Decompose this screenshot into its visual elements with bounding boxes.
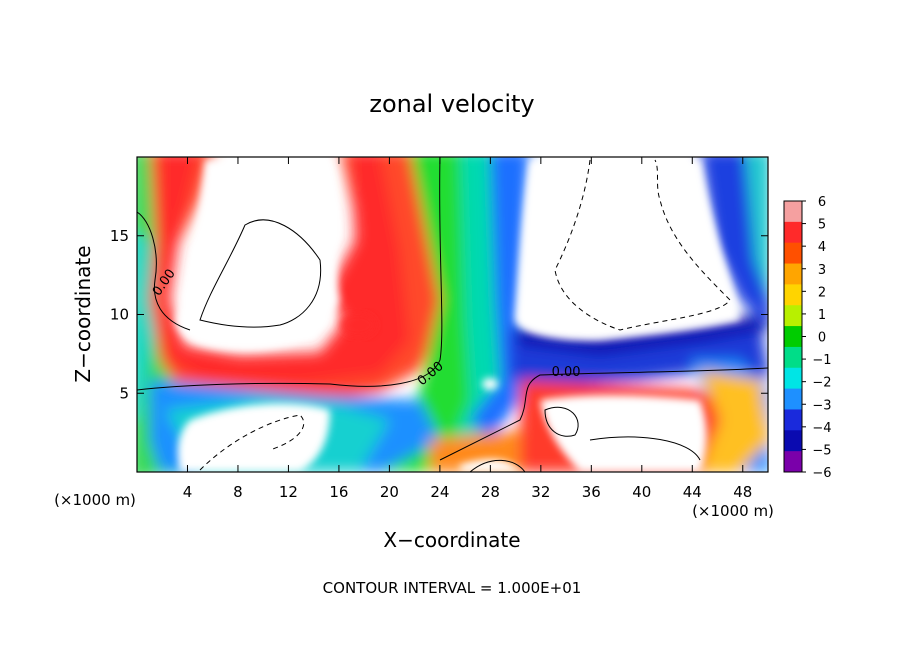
y-tick-label: 5 <box>119 384 129 402</box>
colorbar-swatch <box>784 409 802 431</box>
colorbar-tick-label: −6 <box>812 466 831 481</box>
colorbar-swatch <box>784 326 802 348</box>
colorbar-tick-label: −3 <box>812 398 831 413</box>
y-axis: 5 10 15 <box>110 227 768 402</box>
x-tick-label: 48 <box>733 483 752 501</box>
x-tick-label: 36 <box>582 483 601 501</box>
x-axis: 4 8 12 16 20 24 28 32 36 40 44 48 <box>183 157 752 501</box>
colorbar-tick-label: −1 <box>812 353 831 368</box>
colorbar-tick-label: 1 <box>818 308 826 323</box>
y-tick-label: 15 <box>110 227 129 245</box>
colorbar-tick-label: 2 <box>818 285 826 300</box>
colorbar-swatch <box>784 263 802 285</box>
contour-label: 0.00 <box>552 365 581 380</box>
colorbar-swatch <box>784 346 802 369</box>
x-tick-label: 32 <box>531 483 550 501</box>
x-tick-label: 20 <box>380 483 399 501</box>
colorbar: 6 5 4 3 2 1 0 −1 −2 −3 −4 −5 −6 <box>783 195 832 481</box>
x-unit-left: (×1000 m) <box>54 491 136 509</box>
colorbar-swatch <box>784 221 802 244</box>
colorbar-swatch <box>784 242 802 265</box>
colorbar-swatch <box>784 451 802 473</box>
x-unit-right: (×1000 m) <box>692 502 774 520</box>
x-tick-label: 28 <box>481 483 500 501</box>
colorbar-swatch <box>784 284 802 306</box>
velocity-field <box>137 157 768 472</box>
colorbar-swatch <box>784 388 802 410</box>
colorbar-swatch <box>784 367 802 390</box>
contour-interval-text: CONTOUR INTERVAL = 1.000E+01 <box>323 579 582 597</box>
colorbar-tick-label: 5 <box>818 218 826 233</box>
colorbar-swatch <box>784 201 802 223</box>
x-tick-label: 12 <box>279 483 298 501</box>
chart-title: zonal velocity <box>369 90 534 118</box>
colorbar-tick-label: −5 <box>812 443 831 458</box>
y-tick-label: 10 <box>110 306 129 324</box>
x-tick-label: 24 <box>430 483 449 501</box>
colorbar-tick-label: 3 <box>818 263 826 278</box>
x-tick-label: 40 <box>632 483 651 501</box>
x-axis-label: X−coordinate <box>383 528 520 552</box>
x-tick-label: 16 <box>329 483 348 501</box>
colorbar-tick-label: 0 <box>818 331 826 346</box>
y-axis-label: Z−coordinate <box>71 245 95 382</box>
x-tick-label: 44 <box>683 483 702 501</box>
colorbar-tick-label: −2 <box>812 376 831 391</box>
x-tick-label: 4 <box>183 483 193 501</box>
colorbar-tick-label: 4 <box>818 240 826 255</box>
colorbar-swatch <box>784 305 802 327</box>
colorbar-tick-label: −4 <box>812 421 831 436</box>
x-tick-label: 8 <box>233 483 243 501</box>
colorbar-swatch <box>784 430 802 452</box>
colorbar-tick-label: 6 <box>818 195 826 210</box>
